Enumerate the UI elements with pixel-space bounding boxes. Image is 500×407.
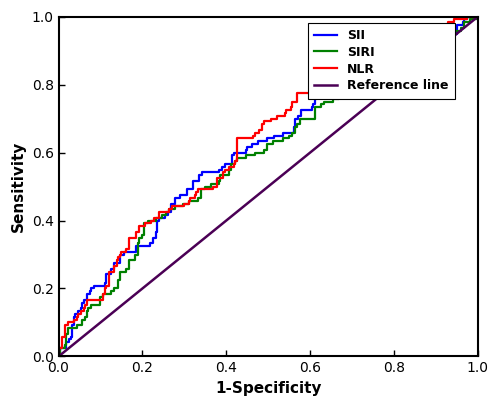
NLR [298,91,304,96]
Line: SII: SII [58,17,478,357]
NLR [260,122,266,127]
NLR [56,354,62,359]
NLR [342,65,347,70]
SII [56,354,62,359]
SIRI [56,354,62,359]
SII [343,68,349,73]
Y-axis label: Sensitivity: Sensitivity [11,141,26,232]
Legend: SII, SIRI, NLR, Reference line: SII, SIRI, NLR, Reference line [308,23,454,98]
SIRI [270,139,276,144]
SII [246,144,252,149]
SIRI [352,85,358,90]
SIRI [250,153,256,158]
Line: NLR: NLR [58,17,478,357]
SIRI [312,116,318,121]
NLR [100,292,106,297]
SII [464,14,470,19]
Line: SIRI: SIRI [58,17,478,357]
NLR [464,14,470,19]
SII [268,136,274,141]
NLR [188,195,194,200]
NLR [241,136,247,141]
SII [307,107,313,112]
SIRI [100,292,106,297]
SII [96,283,102,288]
X-axis label: 1-Specificity: 1-Specificity [215,381,322,396]
SII [475,14,481,19]
SIRI [475,14,481,19]
SIRI [189,198,195,203]
NLR [475,14,481,19]
SII [184,190,190,195]
